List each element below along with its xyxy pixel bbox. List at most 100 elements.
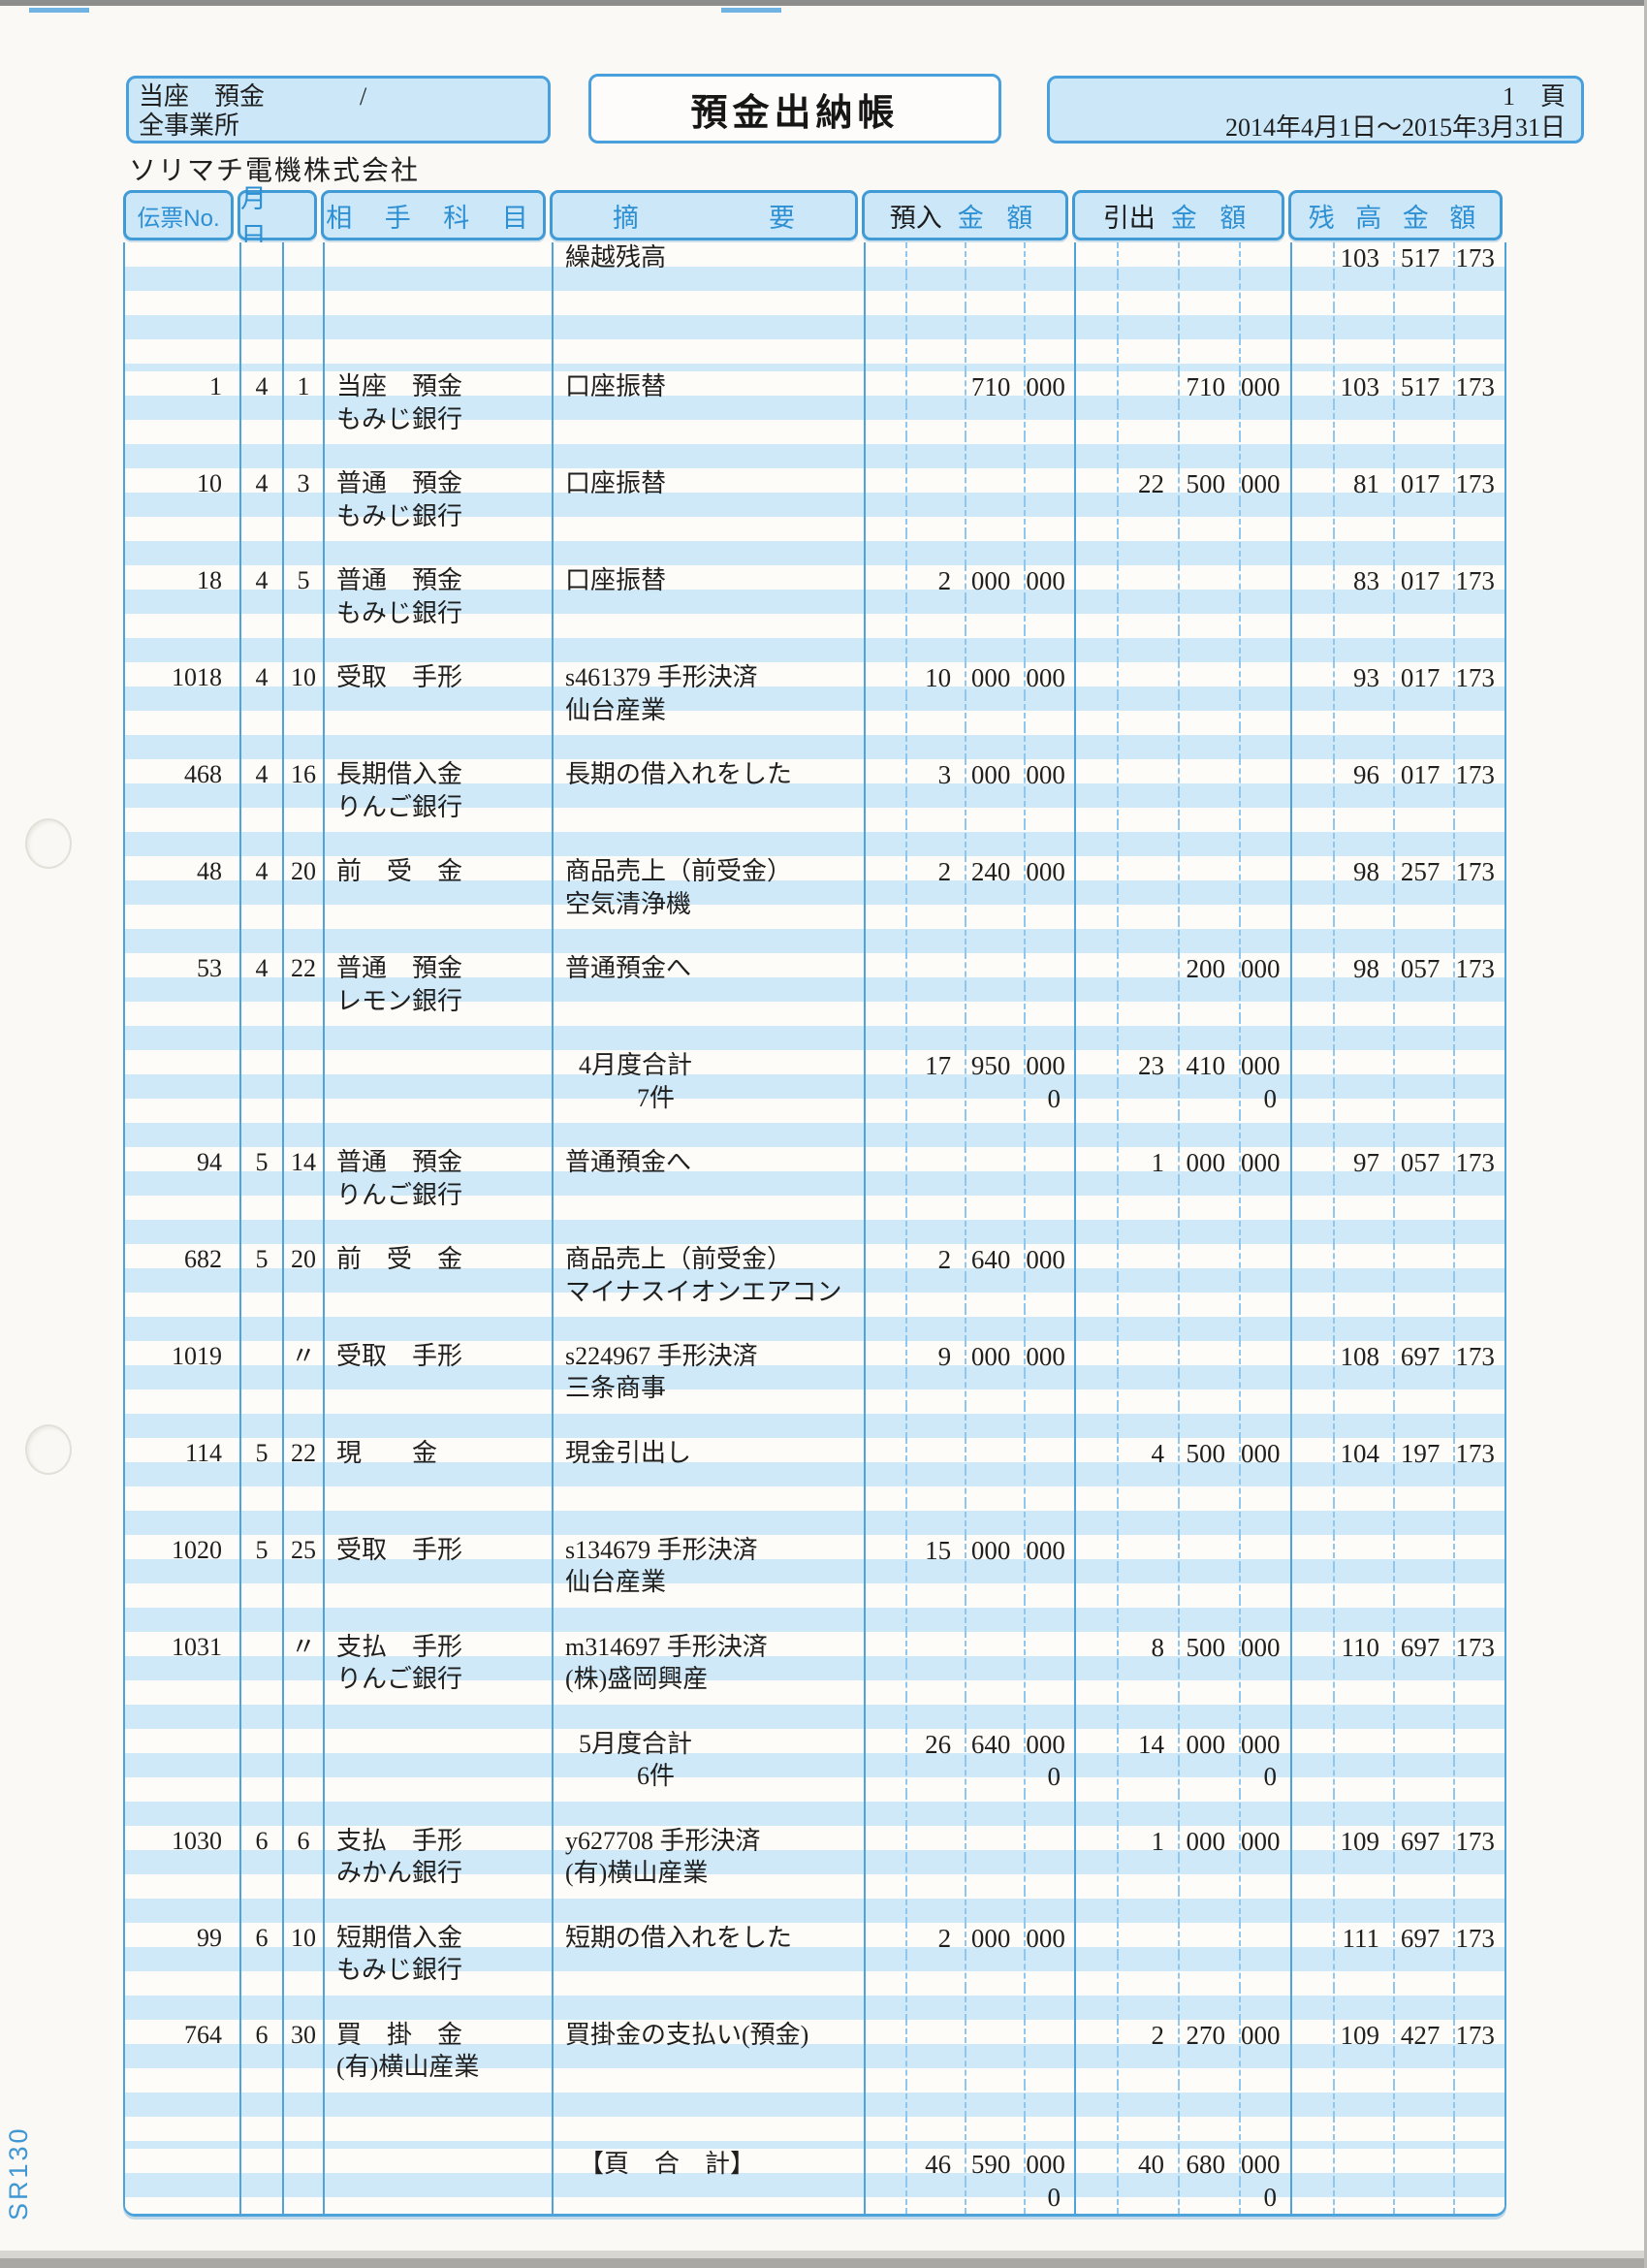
amount-groups [1292, 1502, 1504, 1536]
amount-segment [1076, 436, 1117, 468]
cell-withdrawal-amount [1074, 274, 1290, 307]
amount-segment [904, 1470, 965, 1503]
amount-segment: 697 [1393, 1826, 1453, 1859]
amount-segment: 270 [1177, 2020, 1239, 2053]
amount-segment [1076, 242, 1117, 274]
amount-segment [1177, 985, 1239, 1018]
cell-counter-account: 現 金 [323, 1438, 552, 1471]
amount-segment [1332, 435, 1393, 469]
amount-groups [1076, 1858, 1290, 1891]
amount-groups [1076, 920, 1290, 954]
cell-counter-account: 受取 手形 [323, 662, 552, 695]
amount-segment [1024, 726, 1074, 760]
amount-segment [904, 1761, 965, 1794]
amount-segment: 26 [904, 1729, 965, 1762]
amount-groups [1076, 2117, 1290, 2150]
amount-segment: 000 [1238, 1632, 1294, 1665]
cell-month [239, 629, 282, 663]
amount-segment: 1 [1116, 1826, 1178, 1859]
amount-segment [904, 629, 965, 663]
amount-segment [904, 1664, 965, 1697]
amount-groups [1292, 791, 1504, 824]
amount-groups: 2 640 000 [866, 1244, 1074, 1277]
amount-groups [866, 1599, 1074, 1633]
cell-summary [552, 1890, 864, 1924]
cell-deposit-amount [864, 468, 1074, 501]
cell-month: 6 [239, 2020, 282, 2053]
amount-groups: 81 017 173 [1292, 468, 1504, 501]
amount-segment [1238, 823, 1290, 857]
amount-segment [1393, 1567, 1453, 1600]
amount-segment [1292, 1600, 1333, 1632]
amount-segment [866, 2117, 905, 2149]
cell-month [239, 1114, 282, 1148]
amount-segment [1332, 338, 1393, 372]
amount-groups: 14 000 000 [1076, 1729, 1290, 1762]
ledger-line [125, 1890, 1504, 1924]
amount-groups [1292, 1082, 1504, 1115]
amount-groups [1292, 500, 1504, 533]
amount-segment: 173 [1453, 468, 1504, 501]
amount-segment [1024, 1826, 1074, 1859]
cell-day [282, 1276, 323, 1309]
amount-segment [1332, 2052, 1393, 2085]
amount-segment [1238, 1599, 1290, 1633]
cell-deposit-amount [864, 1632, 1074, 1665]
amount-segment [1393, 1599, 1453, 1633]
amount-segment: 15 [904, 1535, 965, 1568]
amount-groups [1076, 759, 1290, 792]
amount-groups [866, 1114, 1074, 1148]
amount-segment [1393, 1308, 1453, 1342]
amount-groups: 0 [1076, 1761, 1290, 1794]
ledger-line: 7件 0 0 [125, 1082, 1504, 1115]
cell-counter-account [323, 532, 552, 566]
amount-segment [1076, 1083, 1117, 1115]
cell-balance-amount [1290, 888, 1504, 921]
amount-groups [866, 338, 1074, 372]
cell-counter-account [323, 1987, 552, 2021]
cell-balance-amount [1290, 403, 1504, 436]
amount-segment [1393, 1276, 1453, 1309]
cell-deposit-amount [864, 1373, 1074, 1406]
amount-segment [965, 500, 1024, 533]
amount-segment [1292, 1729, 1333, 1761]
cell-counter-account: もみじ銀行 [323, 1955, 552, 1988]
amount-segment [1292, 1794, 1333, 1826]
ledger-record [125, 2117, 1504, 2150]
cell-voucher-no [125, 1761, 239, 1793]
amount-groups [1292, 1244, 1504, 1277]
cell-summary [552, 2181, 864, 2215]
cell-counter-account [323, 274, 552, 307]
amount-segment [1453, 274, 1504, 307]
amount-groups [1076, 1276, 1290, 1309]
amount-segment: 000 [1238, 1826, 1294, 1859]
amount-segment [904, 468, 965, 501]
cell-day [282, 338, 323, 372]
ledger-record: 99 6 10 短期借入金 短期の借入れをした 2 000 000 111 697 173 もみじ銀行 [125, 1923, 1504, 2021]
amount-segment [904, 1858, 965, 1891]
cell-voucher-no [125, 2149, 239, 2181]
amount-segment [1393, 1793, 1453, 1827]
amount-segment [1076, 856, 1117, 888]
cell-withdrawal-amount [1074, 1502, 1290, 1536]
cell-balance-amount: 98 257 173 [1290, 856, 1504, 889]
amount-segment [1332, 1890, 1393, 1924]
cell-voucher-no [125, 274, 239, 306]
cell-day: 16 [282, 759, 323, 792]
amount-groups [866, 1632, 1074, 1665]
ledger-line [125, 2117, 1504, 2150]
amount-segment [1393, 823, 1453, 857]
cell-day [282, 1890, 323, 1924]
amount-segment: 0 [1238, 1761, 1290, 1794]
amount-segment [866, 2085, 905, 2117]
cell-day [282, 532, 323, 566]
cell-day [282, 888, 323, 921]
amount-groups [1076, 1535, 1290, 1568]
cell-deposit-amount [864, 1696, 1074, 1730]
amount-segment [1238, 694, 1290, 727]
amount-groups [866, 1308, 1074, 1342]
amount-segment [1292, 630, 1333, 662]
amount-segment [904, 1017, 965, 1051]
ledger-line: 1020 5 25 受取 手形 s134679 手形決済 15 000 000 [125, 1535, 1504, 1568]
amount-groups [1076, 1955, 1290, 1988]
